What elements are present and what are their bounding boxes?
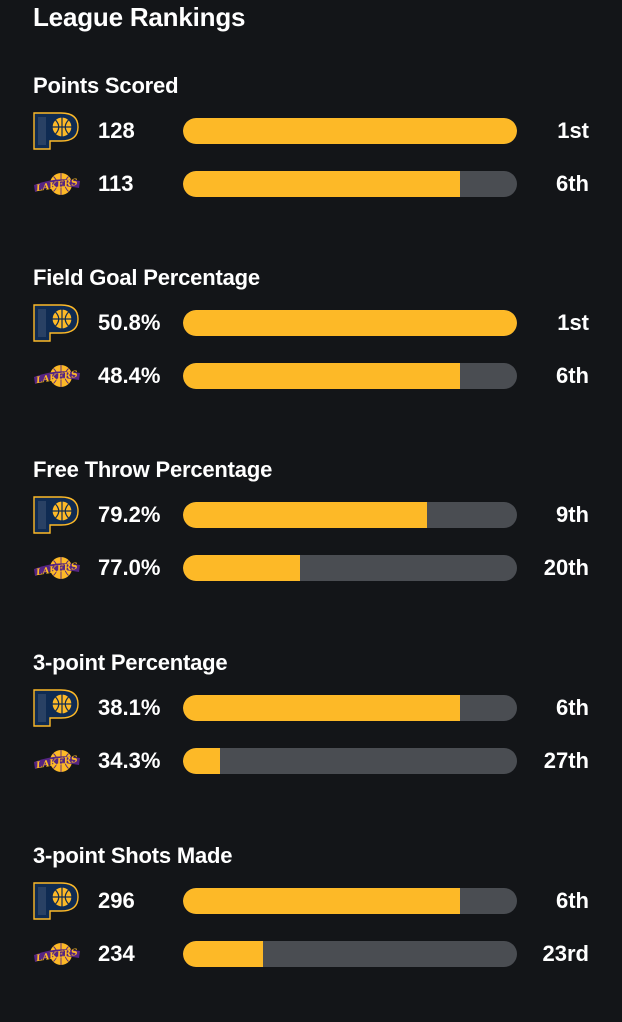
lakers-stat-row: LAKERS 48.4% 6th [0, 356, 622, 396]
league-rank: 6th [556, 888, 589, 913]
stat-value: 50.8% [98, 310, 161, 335]
stat-value: 296 [98, 888, 135, 913]
league-rank: 1st [557, 118, 589, 143]
pacers-stat-row: 296 6th [0, 881, 622, 921]
rank-bar-track [183, 502, 517, 528]
section-title: Field Goal Percentage [33, 265, 260, 290]
league-rank: 1st [557, 310, 589, 335]
stat-value: 34.3% [98, 748, 161, 773]
pacers-stat-row: 50.8% 1st [0, 303, 622, 343]
pacers-logo-icon [33, 303, 81, 343]
ranking-section: Points Scored 128 1st LAKERS 113 6th [0, 72, 622, 252]
ranking-section: Field Goal Percentage 50.8% 1st LAKERS 48.4%… [0, 264, 622, 444]
rank-bar-track [183, 941, 517, 967]
rank-bar-fill [183, 171, 461, 197]
rank-bar-fill [183, 502, 427, 528]
lakers-logo-icon: LAKERS [33, 164, 81, 204]
rank-bar-fill [183, 941, 264, 967]
rank-bar-fill [183, 888, 461, 914]
rank-bar-fill [183, 363, 461, 389]
stat-value: 234 [98, 941, 135, 966]
rank-bar-track [183, 695, 517, 721]
rank-bar-track [183, 171, 517, 197]
lakers-stat-row: LAKERS 113 6th [0, 164, 622, 204]
pacers-logo-icon [33, 881, 81, 921]
pacers-stat-row: 128 1st [0, 111, 622, 151]
section-title: 3-point Shots Made [33, 843, 233, 868]
ranking-section: Free Throw Percentage 79.2% 9th LAKERS 77.0%… [0, 456, 622, 636]
ranking-section: 3-point Shots Made 296 6th LAKERS 234 23rd [0, 842, 622, 1022]
rank-bar-fill [183, 118, 517, 144]
rank-bar-track [183, 118, 517, 144]
pacers-logo-icon [33, 111, 81, 151]
pacers-logo-icon [33, 688, 81, 728]
rank-bar-track [183, 363, 517, 389]
section-title: Free Throw Percentage [33, 457, 273, 482]
page-title: League Rankings [33, 2, 246, 32]
stat-value: 77.0% [98, 555, 161, 580]
stat-value: 113 [98, 171, 134, 196]
league-rank: 20th [543, 555, 589, 580]
rank-bar-track [183, 888, 517, 914]
rank-bar-track [183, 748, 517, 774]
lakers-logo-icon: LAKERS [33, 548, 81, 588]
lakers-logo-icon: LAKERS [33, 934, 81, 974]
lakers-stat-row: LAKERS 77.0% 20th [0, 548, 622, 588]
rank-bar-fill [183, 748, 220, 774]
rank-bar-fill [183, 555, 300, 581]
stat-value: 128 [98, 118, 135, 143]
league-rank: 23rd [542, 941, 589, 966]
stat-value: 38.1% [98, 695, 161, 720]
ranking-section: 3-point Percentage 38.1% 6th LAKERS 34.3% 27t… [0, 649, 622, 829]
rank-bar-track [183, 555, 517, 581]
league-rank: 9th [556, 502, 589, 527]
rank-bar-fill [183, 695, 461, 721]
lakers-stat-row: LAKERS 34.3% 27th [0, 741, 622, 781]
stat-value: 79.2% [98, 502, 161, 527]
league-rank: 6th [556, 363, 589, 388]
section-title: Points Scored [33, 73, 179, 98]
league-rank: 6th [556, 171, 589, 196]
lakers-logo-icon: LAKERS [33, 741, 81, 781]
rank-bar-fill [183, 310, 517, 336]
lakers-logo-icon: LAKERS [33, 356, 81, 396]
pacers-logo-icon [33, 495, 81, 535]
league-rank: 27th [543, 748, 589, 773]
lakers-stat-row: LAKERS 234 23rd [0, 934, 622, 974]
section-title: 3-point Percentage [33, 650, 228, 675]
league-rank: 6th [556, 695, 589, 720]
rank-bar-track [183, 310, 517, 336]
stat-value: 48.4% [98, 363, 161, 388]
pacers-stat-row: 79.2% 9th [0, 495, 622, 535]
pacers-stat-row: 38.1% 6th [0, 688, 622, 728]
